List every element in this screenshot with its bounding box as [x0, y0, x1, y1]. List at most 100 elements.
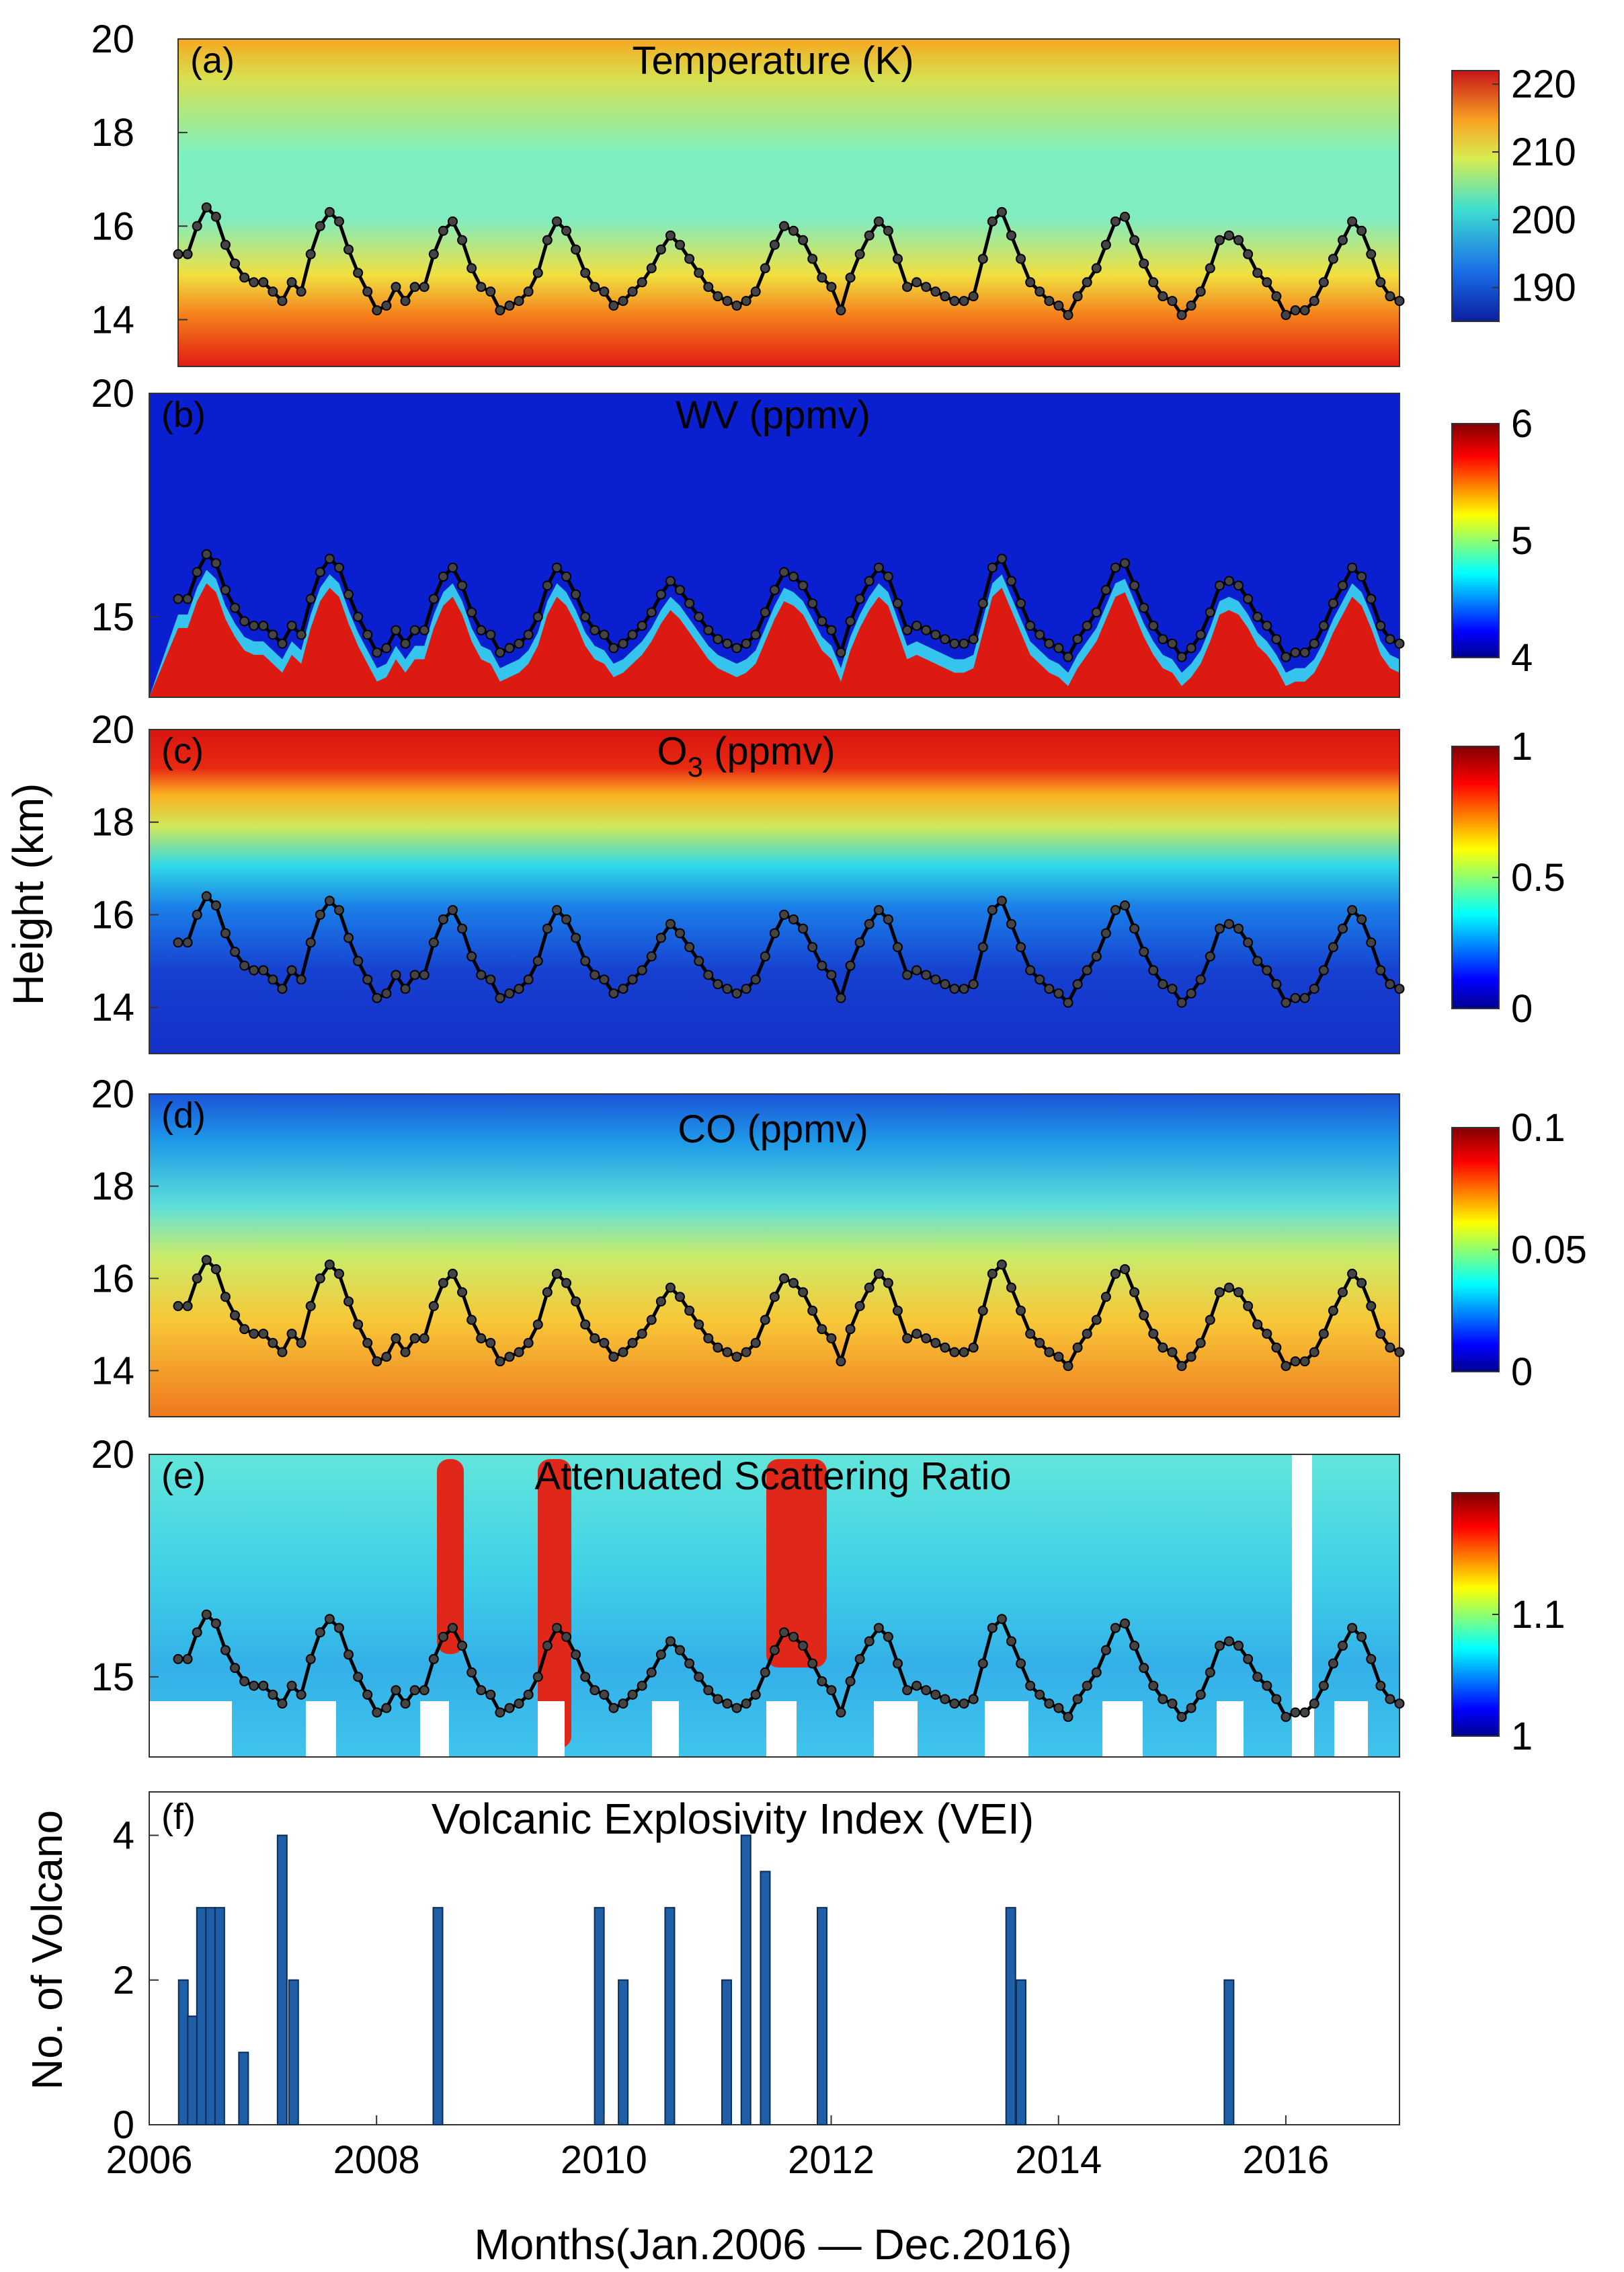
tropopause-point — [769, 928, 780, 939]
vei-bar — [664, 1907, 676, 2125]
tropopause-point — [551, 562, 562, 573]
tropopause-point — [1091, 1667, 1102, 1678]
tropopause-point — [353, 1672, 364, 1682]
tropopause-point — [372, 1707, 382, 1718]
tropopause-point — [580, 1672, 591, 1682]
tropopause-point — [684, 253, 695, 264]
tropopause-point — [599, 629, 610, 640]
aerosol-plume — [538, 1459, 571, 1748]
tropopause-point — [864, 230, 875, 241]
tropopause-point — [286, 621, 297, 631]
vei-bar — [196, 1907, 207, 2125]
tropopause-point — [807, 1305, 818, 1316]
tropopause-point — [1129, 580, 1140, 591]
tropopause-point — [1347, 905, 1358, 916]
vei-bar — [187, 2015, 198, 2125]
tropopause-point — [1205, 607, 1215, 618]
tropopause-point — [523, 286, 534, 297]
tropopause-point — [1394, 296, 1405, 307]
tropopause-point — [1205, 951, 1215, 962]
tropopause-point — [1271, 634, 1282, 645]
tropopause-point — [343, 589, 354, 600]
tropopause-point — [977, 598, 988, 609]
tropopause-point — [457, 1287, 468, 1298]
tropopause-point — [1006, 576, 1017, 586]
tropopause-point — [1290, 1356, 1301, 1367]
tropopause-point — [542, 580, 553, 591]
tropopause-point — [457, 580, 468, 591]
tropopause-point — [532, 611, 543, 622]
tropopause-point — [391, 970, 401, 980]
tropopause-point — [353, 1319, 364, 1330]
tropopause-point — [1385, 1342, 1395, 1353]
tropopause-point — [239, 616, 250, 627]
tropopause-point — [1110, 562, 1121, 573]
tropopause-point — [1356, 1631, 1367, 1642]
tropopause-point — [987, 562, 998, 573]
vei-bar — [618, 1979, 629, 2126]
tropopause-point — [1195, 1337, 1206, 1348]
panel-c-ozone: 14 16 18 20 (c) O3 (ppmv) 0 0.5 1 — [91, 708, 1566, 1054]
tropopause-point — [1356, 225, 1367, 236]
tropopause-point — [798, 235, 809, 245]
tropopause-point — [1214, 1287, 1225, 1298]
tropopause-point — [968, 291, 979, 302]
tropopause-point — [807, 598, 818, 609]
tropopause-point — [1176, 652, 1187, 662]
colorbar-tick-label: 1.1 — [1511, 1593, 1566, 1637]
tropopause-point — [419, 282, 430, 292]
tropopause-point — [1186, 643, 1196, 654]
tropopause-point — [315, 909, 325, 920]
tropopause-point — [665, 230, 676, 241]
tropopause-point — [694, 1319, 704, 1330]
tropopause-point — [1214, 1641, 1225, 1651]
tropopause-point — [1044, 1347, 1055, 1358]
axes-frame — [149, 1791, 1400, 2125]
tropopause-point — [1110, 1268, 1121, 1279]
missing-data-block — [1334, 1701, 1368, 1757]
tropopause-point — [438, 1278, 448, 1288]
tropopause-point — [532, 268, 543, 278]
x-tick-label: 2014 — [1015, 2138, 1102, 2182]
tropopause-point — [788, 1278, 799, 1288]
tropopause-point — [447, 216, 458, 227]
tropopause-point — [1290, 992, 1301, 1003]
tropopause-point — [911, 1329, 922, 1339]
tropopause-point — [713, 1694, 723, 1705]
tropopause-point — [627, 1689, 638, 1700]
tropopause-point — [883, 914, 893, 925]
tropopause-point — [646, 607, 657, 618]
tropopause-point — [902, 970, 913, 980]
tropopause-point — [201, 891, 212, 902]
tropopause-point — [1271, 979, 1282, 990]
tropopause-point — [1252, 1672, 1263, 1682]
tropopause-point — [1375, 965, 1386, 976]
tropopause-point — [362, 1337, 373, 1348]
tropopause-point — [324, 206, 335, 217]
tropopause-point — [684, 598, 695, 609]
tropopause-point — [798, 1287, 809, 1298]
tropopause-point — [1223, 1282, 1234, 1293]
tropopause-point — [428, 937, 439, 948]
colorbar-tick-label: 190 — [1511, 266, 1576, 310]
aerosol-plume — [766, 1459, 827, 1668]
tropopause-point — [1299, 992, 1310, 1003]
title-subscript: 3 — [688, 751, 703, 783]
tropopause-point — [324, 1259, 335, 1270]
y-tick-label: 20 — [91, 17, 134, 61]
tropopause-point — [571, 1649, 581, 1660]
tropopause-point — [1044, 296, 1055, 307]
tropopause-point — [315, 221, 325, 231]
tropopause-point — [1091, 263, 1102, 274]
tropopause-point — [1252, 1319, 1263, 1330]
tropopause-point — [182, 937, 193, 948]
tropopause-point — [713, 979, 723, 990]
tropopause-point — [305, 249, 316, 260]
tropopause-point — [1309, 1347, 1320, 1358]
tropopause-point — [940, 634, 950, 645]
tropopause-point — [571, 589, 581, 600]
tropopause-point — [1205, 1315, 1215, 1325]
tropopause-point — [362, 629, 373, 640]
tropopause-point — [1006, 918, 1017, 929]
tropopause-point — [741, 984, 752, 994]
